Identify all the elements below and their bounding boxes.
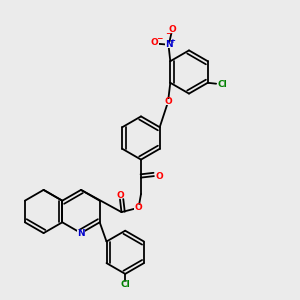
Bar (169, 26, 176, 33)
Bar (150, 40, 159, 46)
Text: Cl: Cl (120, 280, 130, 289)
Bar (165, 42, 172, 48)
Bar (77, 230, 85, 236)
Text: N: N (77, 229, 85, 238)
Text: O: O (151, 38, 158, 47)
Text: O: O (164, 98, 172, 106)
Text: O: O (134, 203, 142, 212)
Text: O: O (169, 25, 176, 34)
Bar (155, 173, 163, 179)
Text: Cl: Cl (217, 80, 227, 89)
Text: N: N (165, 40, 172, 49)
Text: +: + (170, 38, 176, 44)
Text: O: O (116, 190, 124, 200)
Text: O: O (155, 172, 163, 181)
Bar (116, 192, 124, 198)
Text: −: − (157, 34, 163, 43)
Bar (134, 205, 142, 211)
Bar (164, 99, 172, 105)
Text: −: − (165, 29, 172, 38)
